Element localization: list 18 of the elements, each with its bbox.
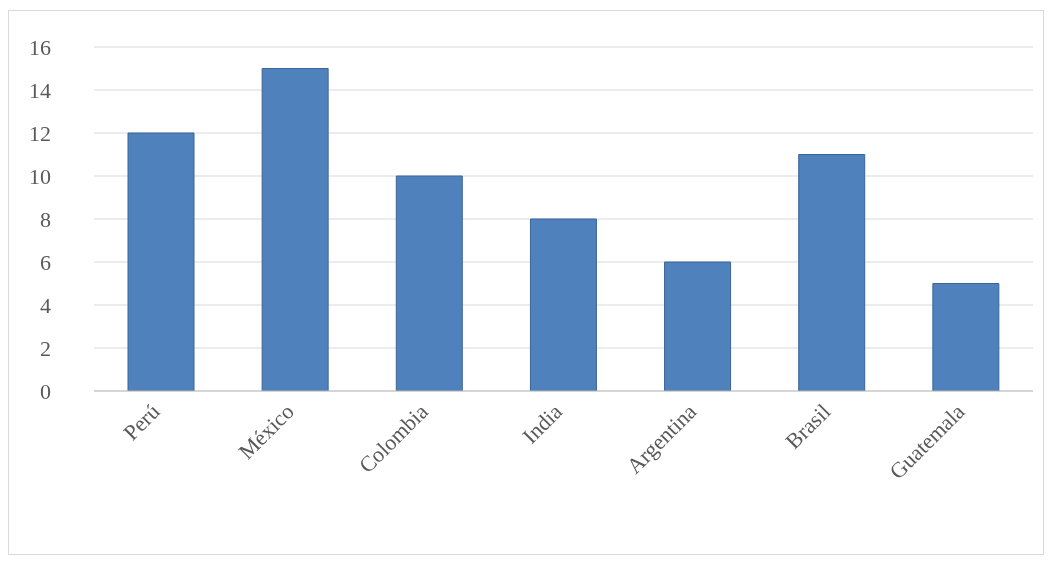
bar (127, 132, 195, 391)
y-tick-label: 10 (29, 163, 51, 189)
x-tick-label: Perú (118, 398, 165, 446)
bar (798, 154, 866, 391)
y-tick-label: 0 (40, 378, 51, 404)
y-tick-label: 4 (40, 292, 51, 318)
y-tick-label: 16 (29, 34, 51, 60)
bar (664, 261, 732, 391)
bar (529, 218, 597, 391)
y-tick-label: 8 (40, 206, 51, 232)
bar (932, 283, 1000, 391)
x-tick-label: India (517, 398, 568, 449)
y-tick-label: 12 (29, 120, 51, 146)
y-tick-label: 6 (40, 249, 51, 275)
bar (261, 68, 329, 391)
y-tick-label: 14 (29, 77, 51, 103)
y-tick-label: 2 (40, 335, 51, 361)
bar (395, 175, 463, 391)
